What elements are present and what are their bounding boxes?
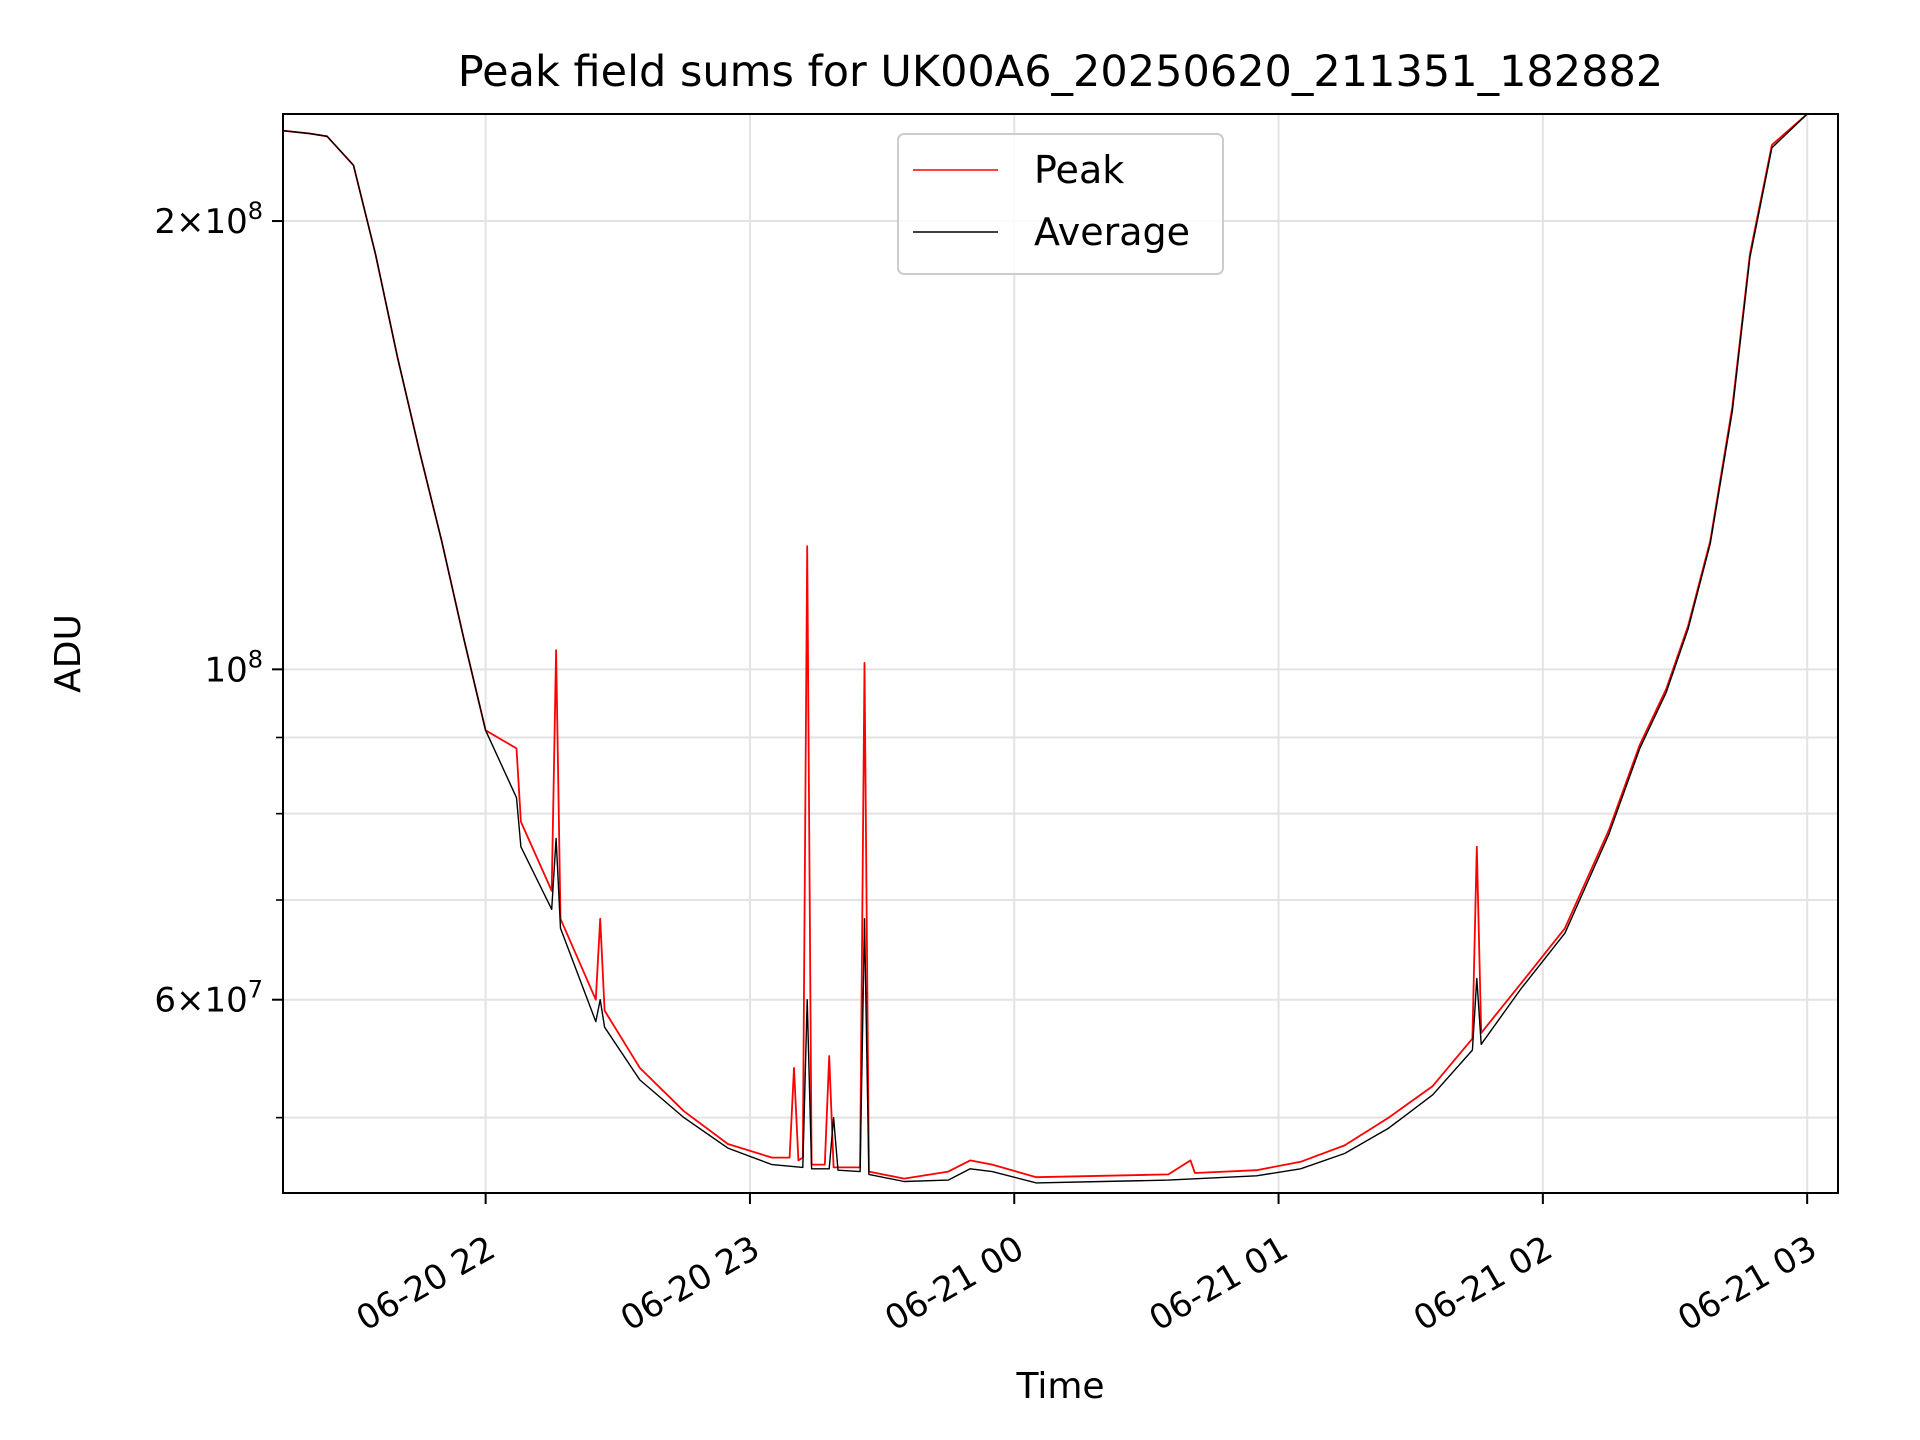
x-tick-label: 06-21 02 [1407, 1228, 1559, 1339]
y-axis: 2×108 108 6×107 [154, 197, 283, 1119]
legend-label-average: Average [1034, 210, 1190, 254]
x-tick-label: 06-21 01 [1143, 1228, 1295, 1339]
grid [283, 114, 1838, 1193]
x-tick-label: 06-21 00 [878, 1228, 1030, 1339]
x-axis-title: Time [1015, 1366, 1104, 1407]
y-axis-title: ADU [48, 614, 89, 693]
x-tick-label: 06-20 23 [614, 1228, 766, 1339]
x-tick-label: 06-20 22 [350, 1228, 502, 1339]
legend: Peak Average [897, 133, 1224, 275]
series-layer [283, 114, 1838, 1184]
y-tick-label: 108 [204, 645, 263, 690]
y-tick-label: 6×107 [154, 976, 263, 1021]
legend-label-peak: Peak [1034, 148, 1124, 192]
y-tick-label: 2×108 [154, 197, 263, 242]
chart-title: Peak field sums for UK00A6_20250620_2113… [458, 47, 1663, 97]
legend-box [897, 133, 1224, 275]
x-axis: 06-20 22 06-20 23 06-21 00 06-21 01 06-21 02… [350, 1193, 1824, 1339]
series-line-average [283, 114, 1838, 1184]
x-tick-label: 06-21 03 [1671, 1228, 1823, 1339]
plot-frame [282, 113, 1839, 1194]
